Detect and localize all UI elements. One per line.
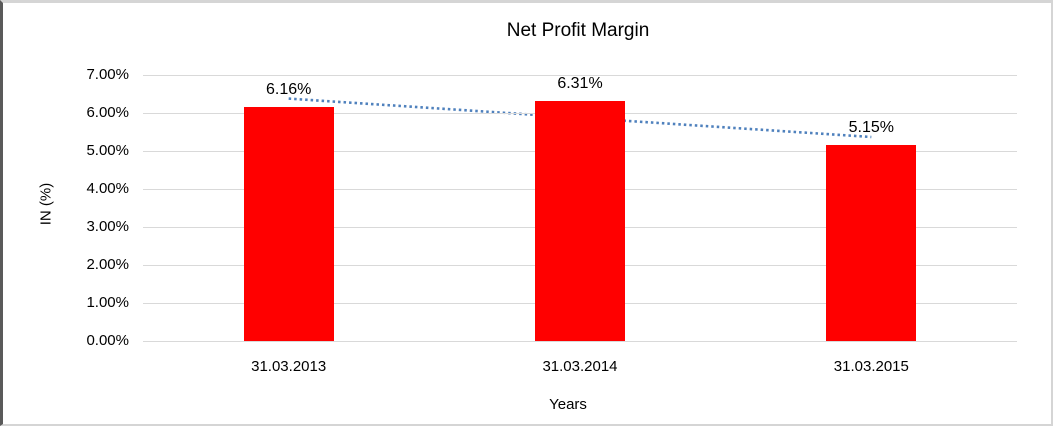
y-tick-label: 4.00% <box>86 180 129 197</box>
bar-data-label: 6.16% <box>265 81 312 98</box>
y-tick-label: 2.00% <box>86 256 129 273</box>
bar <box>243 107 334 341</box>
y-tick-label: 6.00% <box>86 104 129 121</box>
x-axis-title: Years <box>549 396 587 413</box>
y-tick-label: 0.00% <box>86 332 129 349</box>
x-category-label: 31.03.2014 <box>542 358 618 375</box>
bar-data-label: 6.31% <box>557 75 603 92</box>
y-tick-label: 1.00% <box>86 294 129 311</box>
gridline <box>143 341 1017 342</box>
bar-data-label: 5.15% <box>848 119 895 136</box>
y-tick-label: 7.00% <box>86 66 129 83</box>
y-tick-label: 5.00% <box>86 142 129 159</box>
bar <box>535 101 625 341</box>
bar <box>826 145 917 341</box>
chart-title: Net Profit Margin <box>506 20 650 41</box>
x-category-label: 31.03.2013 <box>251 358 327 375</box>
gridline <box>143 75 1017 76</box>
y-tick-label: 3.00% <box>86 218 129 235</box>
x-category-label: 31.03.2015 <box>833 358 909 375</box>
